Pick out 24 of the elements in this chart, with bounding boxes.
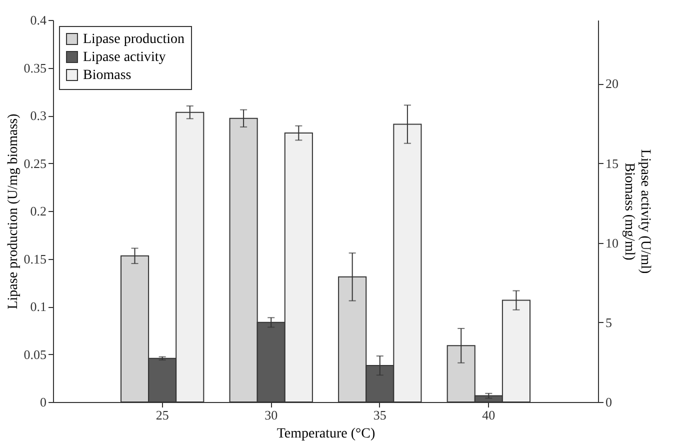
legend-label: Biomass <box>83 68 132 83</box>
y-tick-label: 0.15 <box>24 251 46 266</box>
x-tick-label: 40 <box>482 408 496 422</box>
y2-tick-label: 0 <box>606 394 612 410</box>
legend-label: Lipase activity <box>83 50 166 65</box>
y-tick-label: 0 <box>40 394 46 410</box>
y-tick-label: 0.1 <box>30 299 46 314</box>
x-axis-title: Temperature (°C) <box>276 426 376 442</box>
y-tick-label: 0.4 <box>30 12 47 28</box>
y-tick-label: 0.3 <box>30 108 46 123</box>
y-tick-label: 0.35 <box>24 60 46 76</box>
y2-tick-label: 5 <box>606 314 612 330</box>
x-tick-label: 35 <box>373 408 386 422</box>
x-tick-label: 30 <box>264 408 278 422</box>
y-tick-label: 0.25 <box>24 156 46 171</box>
y2-tick-label: 15 <box>606 156 618 171</box>
y-tick-label: 0.2 <box>30 204 46 218</box>
x-tick-label: 25 <box>156 408 169 422</box>
legend-label: Lipase production <box>83 32 184 47</box>
y2-tick-label: 10 <box>606 235 618 250</box>
y-tick-label: 0.05 <box>24 346 46 362</box>
y-axis-title: Lipase production (U/mg biomass) <box>6 113 21 310</box>
y2-axis-title: Lipase activity (U/ml) Biomass (mg/ml) <box>622 149 652 274</box>
y2-tick-label: 20 <box>606 76 618 92</box>
